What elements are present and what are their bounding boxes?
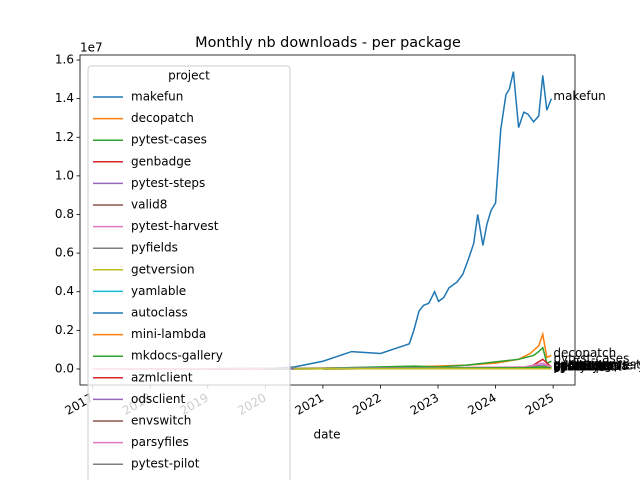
- end-label: pytest-steps: [553, 358, 627, 372]
- plot-frame: [79, 54, 576, 386]
- end-label: parsyfiles: [553, 359, 611, 373]
- x-tick-label: 2024: [465, 391, 498, 418]
- end-label: mkdocs-gallery: [553, 359, 640, 373]
- y-tick-label: 1.6: [55, 53, 74, 67]
- legend-label: parsyfiles: [131, 435, 189, 449]
- end-label: makefun: [553, 89, 605, 103]
- legend-label: pytest-harvest: [131, 219, 219, 233]
- x-tick-label: 2021: [293, 391, 326, 418]
- series-line: [150, 71, 553, 370]
- y-tick-label: 0.2: [55, 323, 74, 337]
- y-tick-label: 1.0: [55, 168, 74, 182]
- legend-label: spawny: [131, 478, 177, 480]
- end-label: getversion: [553, 358, 617, 372]
- legend-label: pytest-cases: [131, 133, 207, 147]
- legend-label: genbadge: [131, 154, 191, 168]
- x-tick-label: 2022: [350, 391, 383, 418]
- y-offset-label: 1e7: [80, 41, 103, 55]
- y-tick-label: 0.6: [55, 246, 74, 260]
- legend-label: valid8: [131, 198, 167, 212]
- end-label: decopatch: [553, 346, 616, 360]
- end-label: mini-lambda: [553, 359, 628, 373]
- y-tick-label: 0.8: [55, 207, 74, 221]
- y-tick-label: 1.2: [55, 130, 74, 144]
- legend-label: makefun: [131, 90, 183, 104]
- end-label: spawny: [553, 359, 599, 373]
- legend-label: pyfields: [131, 241, 178, 255]
- legend-label: getversion: [131, 262, 195, 276]
- legend-label: autoclass: [131, 306, 188, 320]
- legend-label: envswitch: [131, 414, 191, 428]
- end-label: azmlclient: [553, 359, 615, 373]
- end-label: pytest-harvest: [553, 358, 640, 372]
- y-tick-label: 0.0: [55, 361, 74, 375]
- legend-box: [87, 65, 291, 480]
- end-label: pyfields: [553, 359, 600, 373]
- x-axis-label: date: [313, 428, 340, 442]
- legend-label: pytest-steps: [131, 176, 205, 190]
- end-label: genbadge: [553, 358, 613, 372]
- chart-title: Monthly nb downloads - per package: [195, 35, 461, 51]
- legend-label: odsclient: [131, 392, 185, 406]
- end-label: valid8: [553, 359, 589, 373]
- legend-label: yamlable: [131, 284, 186, 298]
- y-tick-label: 1.4: [55, 91, 74, 105]
- legend-label: azmlclient: [131, 370, 193, 384]
- legend-label: mkdocs-gallery: [131, 349, 223, 363]
- end-label: yamlable: [553, 359, 608, 373]
- legend-title: project: [168, 69, 210, 83]
- legend-label: pytest-pilot: [131, 457, 200, 471]
- x-tick-label: 2025: [523, 391, 556, 418]
- legend-label: mini-lambda: [131, 327, 206, 341]
- x-tick-label: 2023: [408, 391, 441, 418]
- end-label: odsclient: [553, 359, 607, 373]
- end-label: pytest-cases: [553, 352, 629, 366]
- legend-label: decopatch: [131, 111, 194, 125]
- end-label: envswitch: [553, 359, 613, 373]
- end-label: pytest-pilot: [553, 359, 622, 373]
- y-tick-label: 0.4: [55, 284, 74, 298]
- end-label: autoclass: [553, 359, 610, 373]
